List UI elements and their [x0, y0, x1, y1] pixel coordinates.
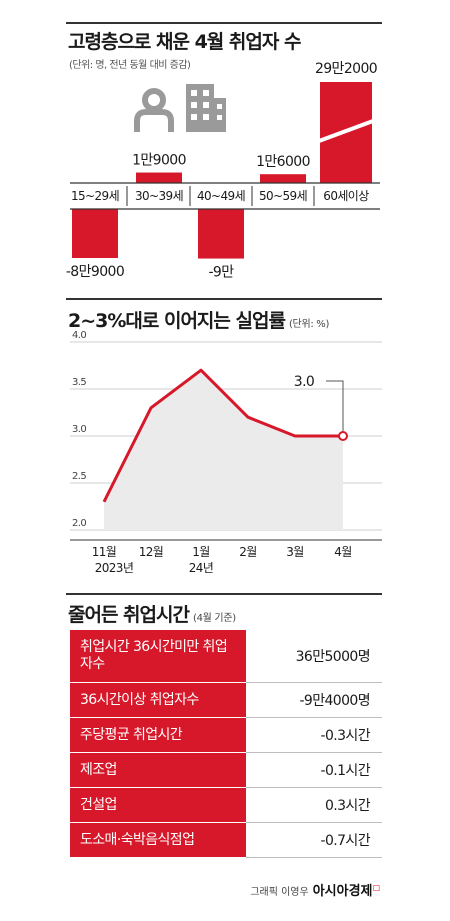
row-label: 취업시간 36시간미만 취업자수: [70, 630, 246, 683]
row-value: -0.1시간: [246, 752, 382, 788]
category-label: 40~49세: [197, 189, 245, 203]
row-value: 36만5000명: [246, 630, 382, 683]
x-tick-label: 3월: [286, 545, 303, 559]
section2-rule: [66, 298, 382, 300]
bar: [198, 209, 244, 259]
category-label: 50~59세: [259, 189, 307, 203]
employment-bar-chart: 15~29세 30~39세 40~49세 50~59세 60세이상 -8만9000 1만90…: [66, 61, 380, 281]
table-title: 줄어든 취업시간: [68, 604, 190, 626]
y-tick-label: 4.0: [72, 330, 86, 341]
callout-value: 3.0: [294, 374, 314, 390]
callout-leader: [326, 380, 344, 431]
year-label: 24년: [189, 561, 214, 575]
credit: 그래픽 이영우 아시아경제◻: [250, 880, 380, 899]
row-label: 건설업: [70, 787, 246, 823]
chart2-title: 2~3%대로 이어지는 실업률: [68, 310, 286, 332]
bar-value-label: 29만2000: [315, 61, 377, 77]
x-tick-label: 12월: [139, 545, 164, 559]
axis-break-mark: [318, 119, 374, 143]
table-note: (4월 기준): [192, 613, 236, 624]
table-row: 주당평균 취업시간 -0.3시간: [70, 717, 382, 753]
row-label: 36시간이상 취업자수: [70, 682, 246, 718]
chart2-title-row: 2~3%대로 이어지는 실업률 (단위: %): [68, 306, 329, 333]
bar: [260, 174, 306, 183]
row-value: -9만4000명: [246, 682, 382, 718]
chart1-title: 고령층으로 채운 4월 취업자 수: [68, 31, 301, 53]
bar-value-label: 1만9000: [132, 153, 186, 169]
brand-logo: 아시아경제: [312, 884, 373, 899]
bar-value-label: -8만9000: [66, 264, 124, 280]
category-label: 15~29세: [71, 189, 119, 203]
row-value: -0.7시간: [246, 822, 382, 858]
category-label: 30~39세: [135, 189, 183, 203]
table-title-row: 줄어든 취업시간 (4월 기준): [68, 600, 236, 627]
end-point-marker: [338, 431, 348, 441]
x-tick-label: 11월: [92, 545, 117, 559]
unemployment-line-chart: 2.0 2.5 3.0 3.5 4.0 3.0 11월 2023년 12월 1월 24년 2월 3월 4…: [70, 330, 382, 575]
chart2-unit: (단위: %): [288, 319, 330, 330]
credit-text: 그래픽 이영우: [250, 887, 309, 898]
bar-value-label: 1만6000: [256, 154, 310, 170]
table-row: 건설업 0.3시간: [70, 787, 382, 823]
row-value: 0.3시간: [246, 787, 382, 823]
person-icon: [134, 88, 174, 132]
top-rule: [66, 22, 382, 24]
y-tick-label: 3.5: [72, 377, 86, 388]
bar: [136, 172, 182, 183]
table-row: 도소매·숙박음식점업 -0.7시간: [70, 822, 382, 858]
table-row: 제조업 -0.1시간: [70, 752, 382, 788]
table-row: 취업시간 36시간미만 취업자수 36만5000명: [70, 630, 382, 683]
x-tick-label: 2월: [239, 545, 256, 559]
bar-value-label: -9만: [208, 265, 234, 281]
chart1-unit: (단위: 명, 전년 동월 대비 증감): [69, 60, 191, 71]
series-line: [102, 368, 343, 503]
row-label: 도소매·숙박음식점업: [70, 822, 246, 858]
section3-rule: [66, 593, 382, 595]
row-value: -0.3시간: [246, 717, 382, 753]
building-icon: [186, 84, 226, 132]
bar: [72, 209, 118, 258]
table-row: 36시간이상 취업자수 -9만4000명: [70, 682, 382, 718]
x-tick-label: 4월: [334, 545, 351, 559]
y-tick-label: 2.5: [72, 471, 86, 482]
brand-mark-icon: ◻: [372, 883, 380, 894]
category-label: 60세이상: [323, 189, 369, 203]
area-fill: [104, 370, 343, 530]
year-label: 2023년: [95, 561, 134, 575]
row-label: 제조업: [70, 752, 246, 788]
row-label: 주당평균 취업시간: [70, 717, 246, 753]
x-tick-label: 1월: [192, 545, 209, 559]
work-hours-table: 취업시간 36시간미만 취업자수 36만5000명 36시간이상 취업자수 -9…: [70, 630, 382, 858]
y-tick-label: 2.0: [72, 518, 86, 529]
y-tick-label: 3.0: [72, 424, 86, 435]
